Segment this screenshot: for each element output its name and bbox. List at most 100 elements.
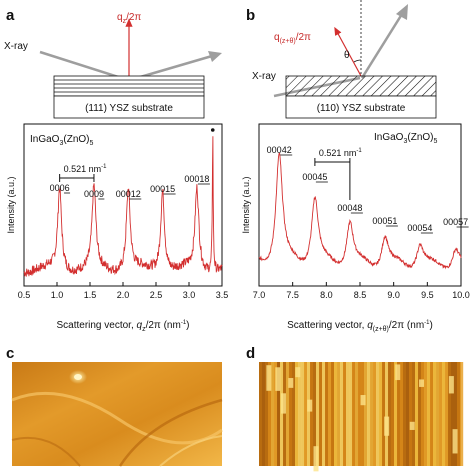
afm-stripe [364, 362, 368, 466]
afm-stripe [334, 362, 338, 466]
afm-bright-spot [266, 365, 272, 391]
panel-a-schematic: qz/2π X-ray (111) YSZ substrate [4, 12, 222, 119]
afm-stripe [424, 362, 428, 466]
afm-stripe [430, 362, 434, 466]
afm-stripe [460, 362, 464, 466]
afm-stripe [379, 362, 383, 466]
chart-b-xticks: 7.0 7.5 8.0 8.5 9.0 9.5 10.0 [253, 282, 470, 300]
afm-stripe [319, 362, 323, 466]
afm-image-d [259, 362, 464, 472]
substrate-peak-marker [210, 128, 215, 132]
afm-stripe [454, 362, 458, 466]
xtick-label: 10.0 [452, 290, 470, 300]
peak-label: 00057 [443, 217, 468, 227]
theta-label: θ [344, 50, 350, 61]
afm-bright-spot [448, 376, 454, 394]
xtick-label: 8.0 [320, 290, 333, 300]
afm-stripe [316, 362, 320, 466]
xtick-label: 8.5 [354, 290, 367, 300]
afm-stripe [346, 362, 350, 466]
afm-stripe [367, 362, 371, 466]
xtick-label: 1.5 [84, 290, 97, 300]
q-tilted-label: q(z+θ)/2π [274, 32, 311, 45]
chart-b: InGaO3(ZnO)5 Intensity (a.u.) 7.0 7.5 8.0 8… [241, 123, 470, 333]
substrate-label-b: (110) YSZ substrate [317, 103, 406, 114]
reflected-beam-b-arrowhead [396, 4, 408, 20]
afm-stripe [307, 362, 311, 466]
xtick-label: 9.5 [421, 290, 434, 300]
afm-stripe [433, 362, 437, 466]
qz-label: qz/2π [117, 12, 141, 25]
afm-stripe [277, 362, 281, 466]
afm-stripe [445, 362, 449, 466]
chart-a-peak-labels: 0006 0009 00012 00015 00018 [50, 174, 210, 200]
afm-bright-spot [307, 399, 313, 412]
afm-bright-spot [360, 395, 366, 406]
chart-a: InGaO3(ZnO)5 Intensity (a.u.) 0.5 1.0 1.5 2… [6, 123, 228, 333]
xtick-label: 3.0 [183, 290, 196, 300]
afm-stripe [289, 362, 293, 466]
xray-label-b: X-ray [252, 71, 276, 82]
afm-stripe [448, 362, 452, 466]
chart-a-ylabel: Intensity (a.u.) [6, 176, 16, 233]
afm-stripe [322, 362, 326, 466]
afm-stripe [382, 362, 386, 466]
xtick-label: 2.5 [150, 290, 163, 300]
chart-a-spacing-label: 0.521 nm-1 [64, 164, 108, 174]
peak-label: 0009 [84, 189, 104, 199]
afm-bright-spot [295, 367, 301, 378]
afm-stripe [331, 362, 335, 466]
peak-label: 00054 [407, 223, 432, 233]
afm-stripe [451, 362, 455, 466]
afm-stripe [409, 362, 413, 466]
afm-stripe [292, 362, 296, 466]
afm-stripe [394, 362, 398, 466]
xtick-label: 1.0 [51, 290, 64, 300]
film-layers-a [53, 75, 205, 97]
afm-stripe [295, 362, 299, 466]
afm-stripe [361, 362, 365, 466]
peak-label: 00045 [302, 172, 327, 182]
peak-label: 00051 [372, 216, 397, 226]
panel-letter-a: a [6, 7, 15, 24]
afm-stripe [427, 362, 431, 466]
panel-letter-b: b [246, 7, 255, 24]
afm-stripe [391, 362, 395, 466]
afm-stripe [397, 362, 401, 466]
afm-stripe [412, 362, 416, 466]
q-tilted-arrow [334, 26, 362, 77]
chart-a-xticks: 0.5 1.0 1.5 2.0 2.5 3.0 3.5 [18, 282, 228, 300]
afm-stripe [439, 362, 443, 466]
afm-bright-spot [452, 429, 458, 454]
afm-stripe [352, 362, 356, 466]
afm-stripe [286, 362, 290, 466]
afm-stripe [328, 362, 332, 466]
chart-a-spacing-marker: 0.521 nm-1 [59, 164, 108, 182]
panel-letter-d: d [246, 345, 255, 362]
afm-stripe [358, 362, 362, 466]
xtick-label: 2.0 [117, 290, 130, 300]
afm-bright-spot [384, 416, 390, 436]
substrate-box-a [53, 95, 205, 119]
afm-stripe [274, 362, 278, 466]
peak-label: 00012 [116, 189, 141, 199]
afm-stripe [313, 362, 317, 466]
chart-a-spectrum [23, 136, 223, 277]
afm-stripe [421, 362, 425, 466]
panel-b-schematic: q(z+θ)/2π θ X-ray (110) YSZ substrate [252, 0, 437, 119]
substrate-box-b [285, 95, 437, 119]
chart-b-spectrum [258, 152, 462, 270]
afm-bright-spot [288, 378, 294, 388]
afm-stripe [343, 362, 347, 466]
afm-stripe [400, 362, 404, 466]
afm-stripe [388, 362, 392, 466]
theta-arc [353, 59, 362, 63]
xtick-label: 7.0 [253, 290, 266, 300]
peak-label: 00042 [267, 145, 292, 155]
xtick-label: 0.5 [18, 290, 31, 300]
afm-stripe [376, 362, 380, 466]
chart-b-xlabel: Scattering vector, q(z+θ)/2π (nm-1) [287, 320, 433, 333]
incident-beam [39, 50, 129, 82]
afm-stripe [298, 362, 302, 466]
afm-bright-spot [409, 421, 415, 430]
